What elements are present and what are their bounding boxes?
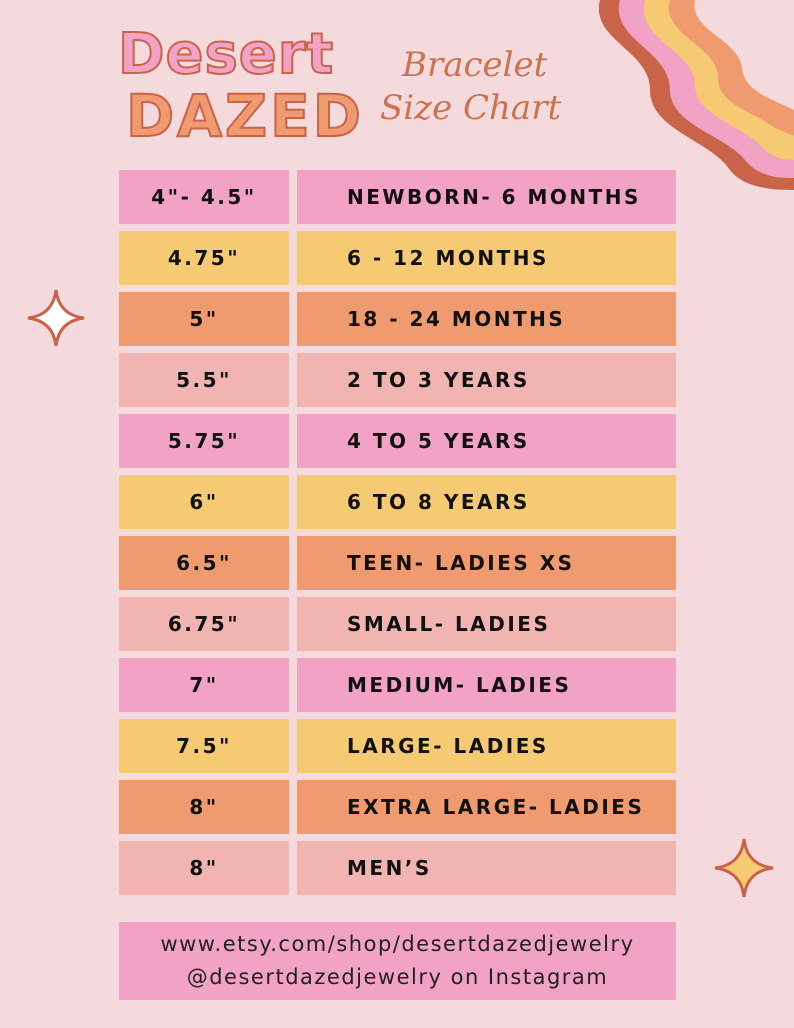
table-row: 5" 18 - 24 MONTHS [119,292,676,346]
footer: www.etsy.com/shop/desertdazedjewelry @de… [119,922,676,1000]
age-cell: 18 - 24 MONTHS [297,292,676,346]
age-cell: MEDIUM- LADIES [297,658,676,712]
table-row: 4"- 4.5" NEWBORN- 6 MONTHS [119,170,676,224]
age-cell: SMALL- LADIES [297,597,676,651]
size-cell: 6.75" [119,597,289,651]
brand-bottom: DAZED [125,81,364,151]
table-row: 6.5" TEEN- LADIES XS [119,536,676,590]
size-cell: 7" [119,658,289,712]
sparkle [27,289,85,347]
table-row: 6" 6 TO 8 YEARS [119,475,676,529]
table-row: 7" MEDIUM- LADIES [119,658,676,712]
age-cell: 6 TO 8 YEARS [297,475,676,529]
age-cell: 2 TO 3 YEARS [297,353,676,407]
age-cell: MEN’S [297,841,676,895]
age-cell: TEEN- LADIES XS [297,536,676,590]
age-cell: 4 TO 5 YEARS [297,414,676,468]
size-cell: 8" [119,780,289,834]
footer-handle: @desertdazedjewelry on Instagram [186,965,609,989]
table-row: 6.75" SMALL- LADIES [119,597,676,651]
table-row: 8" MEN’S [119,841,676,895]
size-cell: 5" [119,292,289,346]
size-cell: 6.5" [119,536,289,590]
table-row: 5.75" 4 TO 5 YEARS [119,414,676,468]
table-row: 5.5" 2 TO 3 YEARS [119,353,676,407]
table-row: 8" EXTRA LARGE- LADIES [119,780,676,834]
title-line2: Size Chart [380,88,562,128]
title-line1: Bracelet [402,45,548,85]
wave-decoration [598,0,794,190]
size-cell: 7.5" [119,719,289,773]
brand-top: Desert [117,21,335,88]
size-cell: 4.75" [119,231,289,285]
size-cell: 8" [119,841,289,895]
age-cell: EXTRA LARGE- LADIES [297,780,676,834]
size-cell: 5.5" [119,353,289,407]
size-cell: 4"- 4.5" [119,170,289,224]
footer-link: www.etsy.com/shop/desertdazedjewelry [160,932,635,956]
age-cell: 6 - 12 MONTHS [297,231,676,285]
table-row: 4.75" 6 - 12 MONTHS [119,231,676,285]
size-cell: 5.75" [119,414,289,468]
table-row: 7.5" LARGE- LADIES [119,719,676,773]
age-cell: LARGE- LADIES [297,719,676,773]
age-cell: NEWBORN- 6 MONTHS [297,170,676,224]
sparkle [714,838,774,898]
size-cell: 6" [119,475,289,529]
